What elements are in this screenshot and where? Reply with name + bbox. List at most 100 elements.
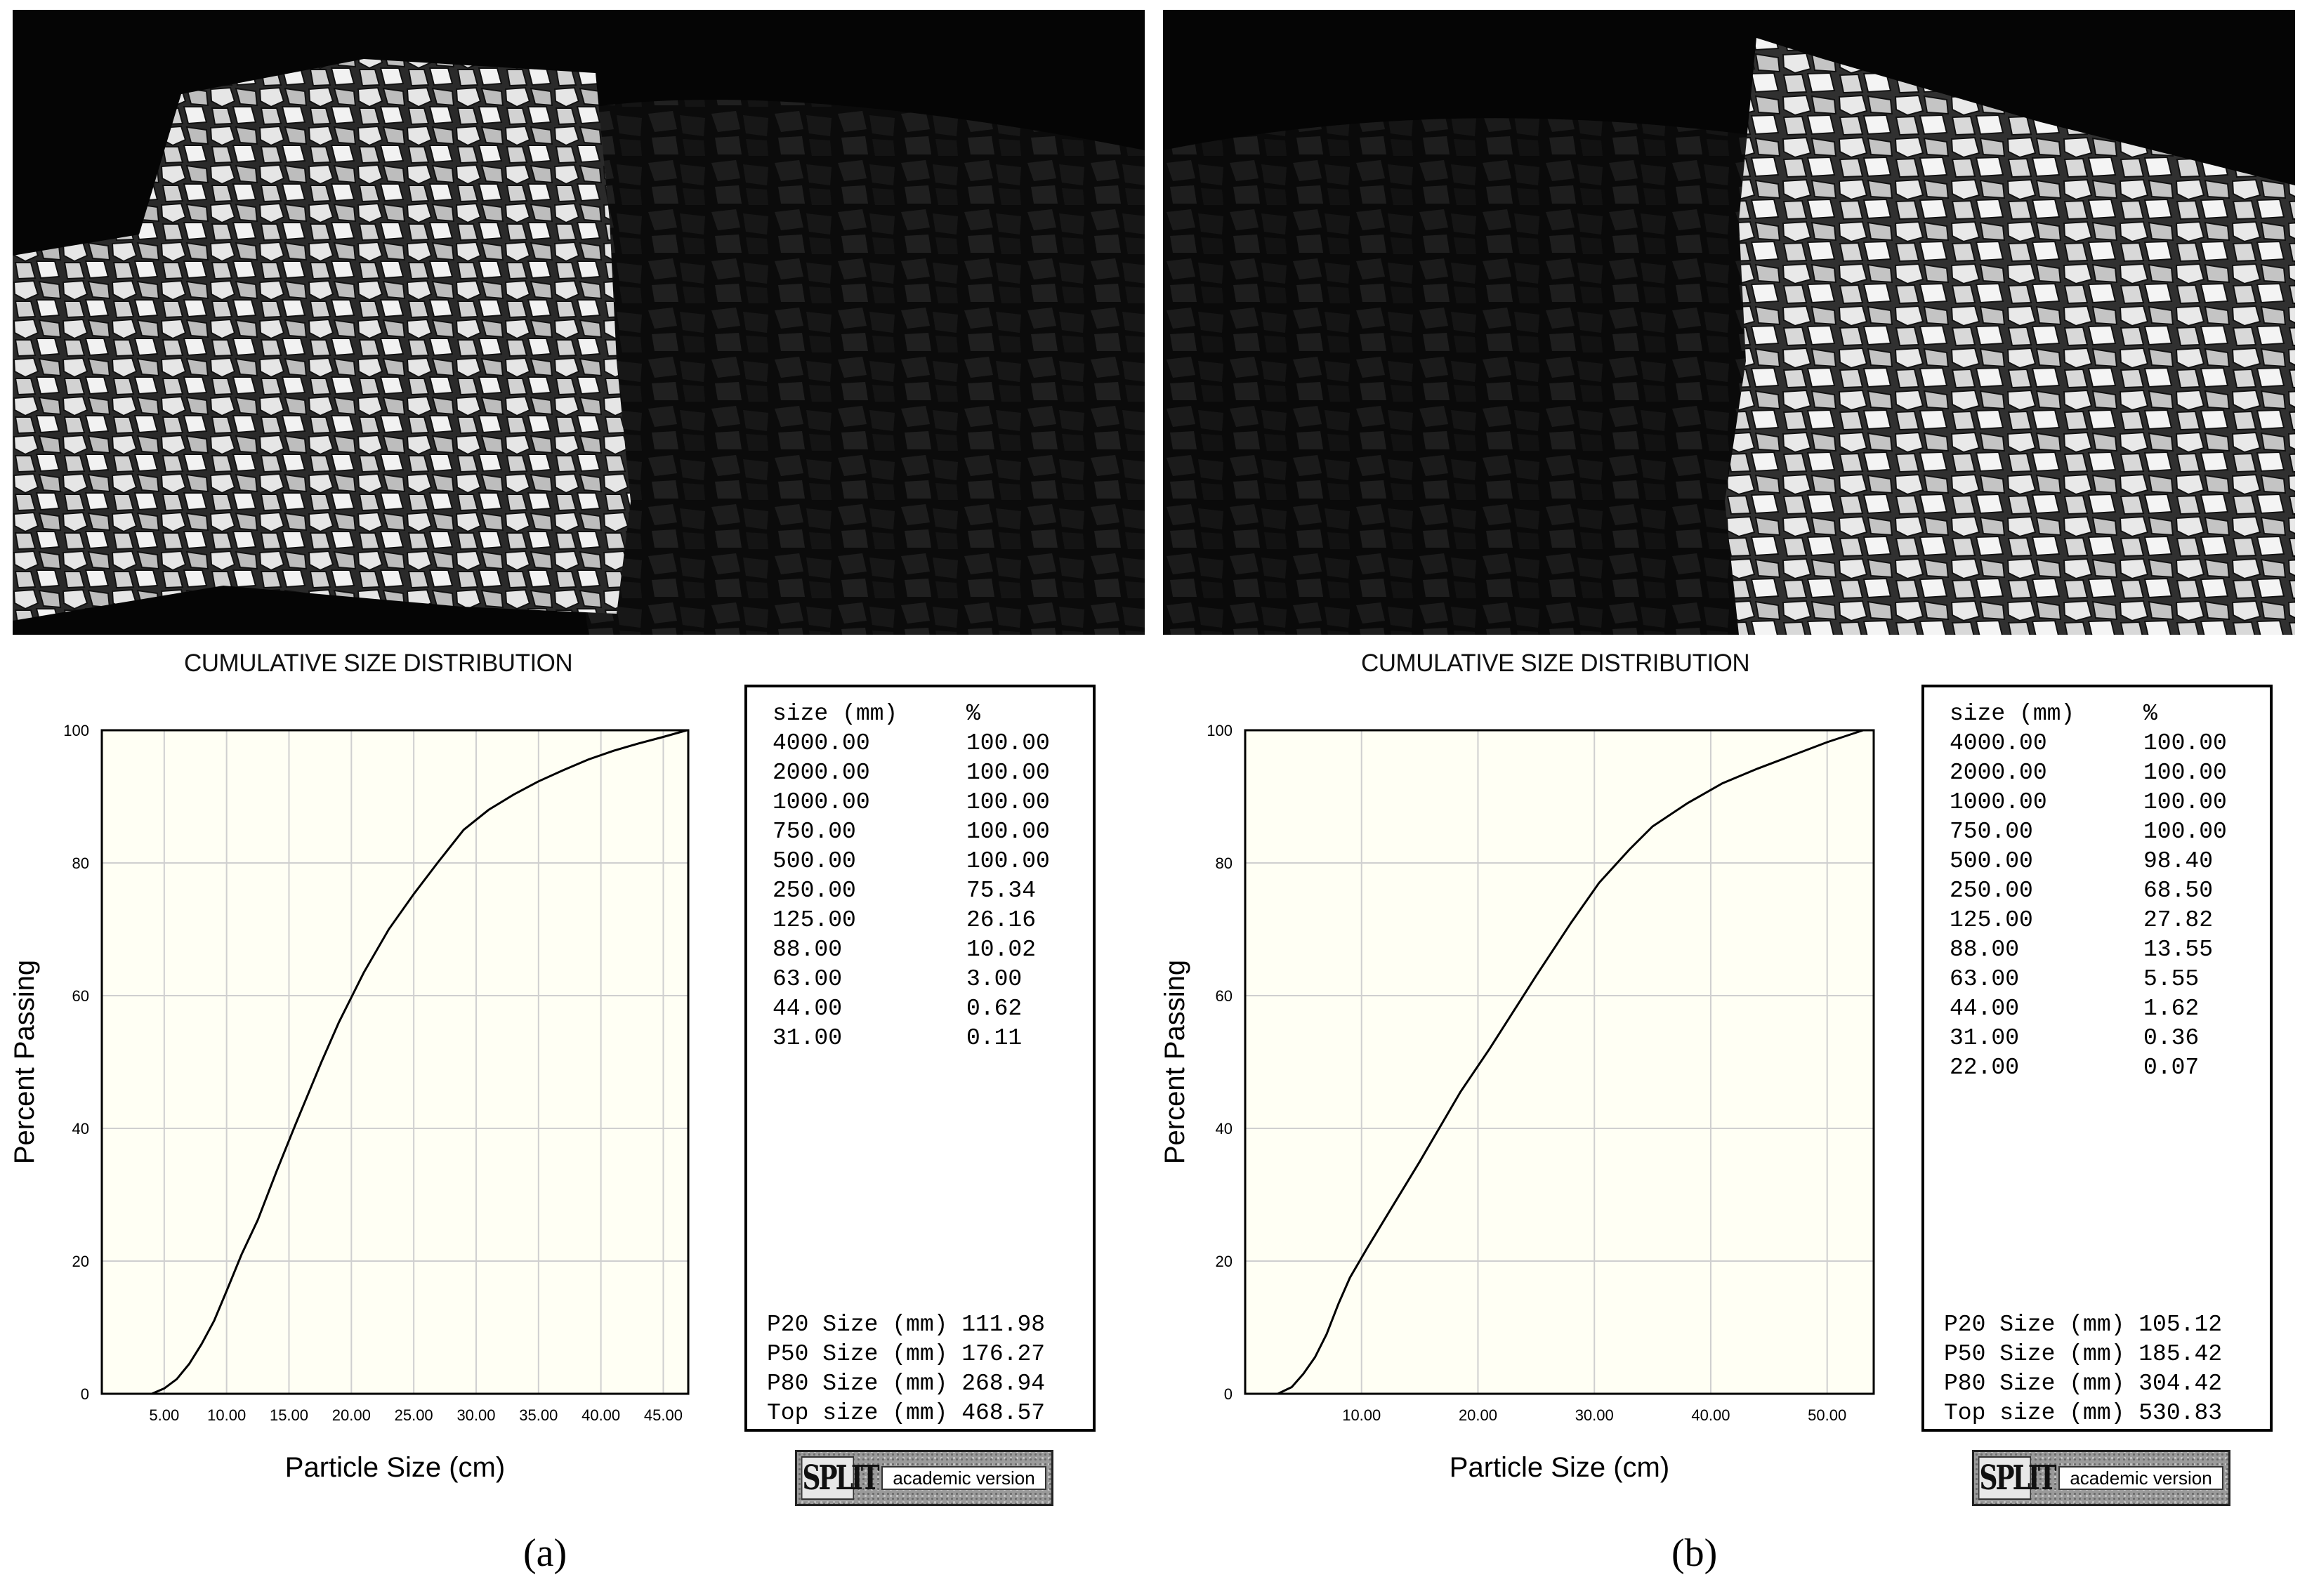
row-percent: 100.00 <box>966 760 1050 786</box>
row-percent: 100.00 <box>966 819 1050 845</box>
academic-version-tag: academic version <box>881 1466 1046 1490</box>
row-percent: 1.62 <box>2143 996 2200 1022</box>
chart-title: CUMULATIVE SIZE DISTRIBUTION <box>184 649 573 677</box>
y-tick-label: 60 <box>1216 987 1233 1005</box>
row-size: 750.00 <box>1950 819 2033 845</box>
split-brand: SPLIT <box>1978 1456 2057 1500</box>
row-percent: 75.34 <box>966 878 1037 904</box>
row-percent: 100.00 <box>966 789 1050 815</box>
y-tick-label: 40 <box>72 1120 89 1137</box>
row-percent: 5.55 <box>2143 966 2200 992</box>
split-brand: SPLIT <box>801 1456 880 1500</box>
y-tick-label: 0 <box>81 1385 89 1403</box>
table-row: 500.00 100.00 <box>773 848 1050 876</box>
table-row: 31.00 0.36 <box>1950 1024 2199 1053</box>
chart-title: CUMULATIVE SIZE DISTRIBUTION <box>1361 649 1750 677</box>
x-tick-label: 10.00 <box>207 1406 246 1424</box>
table-row: 22.00 0.07 <box>1950 1054 2199 1082</box>
panel-label: (b) <box>1671 1531 1718 1575</box>
table-row: 4000.00 100.00 <box>1950 730 2227 758</box>
y-tick-label: 80 <box>1216 855 1233 872</box>
split-logo: SPLIT academic version <box>1972 1450 2230 1506</box>
table-row: 2000.00 100.00 <box>1950 759 2227 787</box>
row-size: 31.00 <box>1950 1025 2020 1051</box>
table-row: 125.00 26.16 <box>773 906 1036 935</box>
plot-area <box>1244 729 1875 1395</box>
row-percent: 0.62 <box>966 996 1023 1022</box>
panel-label: (a) <box>523 1531 567 1575</box>
panel-a: CUMULATIVE SIZE DISTRIBUTION 5.00 10.00 15… <box>9 10 1145 1575</box>
row-size: 88.00 <box>773 937 843 963</box>
row-percent: 10.02 <box>966 937 1037 963</box>
table-row: 63.00 3.00 <box>773 965 1022 994</box>
row-size: 250.00 <box>1950 878 2033 904</box>
y-tick-label: 40 <box>1216 1120 1233 1137</box>
p80-size: P80 Size (mm) 304.42 <box>1944 1371 2223 1397</box>
size-table-b: size (mm)% 4000.00 100.00 2000.00 100.00 1… <box>1921 685 2273 1432</box>
x-tick-label: 15.00 <box>270 1406 308 1424</box>
row-size: 1000.00 <box>1950 789 2047 815</box>
x-tick-label: 40.00 <box>581 1406 620 1424</box>
y-tick-label: 20 <box>1216 1253 1233 1270</box>
y-tick-label: 60 <box>72 987 89 1005</box>
row-size: 44.00 <box>773 996 843 1022</box>
distribution-curve <box>1277 729 1864 1395</box>
x-tick-label: 30.00 <box>1575 1406 1614 1424</box>
row-percent: 98.40 <box>2143 848 2214 874</box>
row-size: 250.00 <box>773 878 856 904</box>
header-percent: % <box>966 701 980 727</box>
x-tick-label: 20.00 <box>332 1406 371 1424</box>
row-percent: 100.00 <box>2143 730 2227 756</box>
row-size: 500.00 <box>773 848 856 874</box>
rock-pile-photo-a <box>13 10 1145 635</box>
x-tick-label: 25.00 <box>395 1406 433 1424</box>
table-row: 750.00 100.00 <box>773 818 1050 846</box>
y-axis-label: Percent Passing <box>1159 960 1190 1164</box>
y-tick-label: 100 <box>63 722 89 739</box>
x-axis-label: Particle Size (cm) <box>1450 1452 1669 1483</box>
row-size: 1000.00 <box>773 789 870 815</box>
row-size: 125.00 <box>1950 907 2033 933</box>
row-size: 2000.00 <box>1950 760 2047 786</box>
row-percent: 13.55 <box>2143 937 2214 963</box>
x-tick-label: 50.00 <box>1808 1406 1846 1424</box>
plot-border <box>100 729 690 1395</box>
row-size: 2000.00 <box>773 760 870 786</box>
y-tick-label: 100 <box>1207 722 1233 739</box>
p50-size: P50 Size (mm) 185.42 <box>1944 1341 2223 1367</box>
row-size: 63.00 <box>773 966 843 992</box>
table-header: size (mm)% <box>773 700 980 728</box>
row-size: 125.00 <box>773 907 856 933</box>
row-size: 4000.00 <box>1950 730 2047 756</box>
row-size: 750.00 <box>773 819 856 845</box>
row-percent: 100.00 <box>966 730 1050 756</box>
p20-size: P20 Size (mm) 111.98 <box>767 1312 1046 1338</box>
header-size: size (mm) <box>773 701 898 727</box>
x-tick-label: 30.00 <box>456 1406 495 1424</box>
cumulative-size-chart-a: 5.00 10.00 15.00 20.00 25.00 30.00 35.00 40.00 4… <box>9 722 690 1483</box>
table-row: 4000.00 100.00 <box>773 730 1050 758</box>
x-tick-label: 45.00 <box>644 1406 683 1424</box>
row-percent: 100.00 <box>2143 819 2227 845</box>
p80-size: P80 Size (mm) 268.94 <box>767 1371 1046 1397</box>
top-size: Top size (mm) 468.57 <box>767 1400 1046 1426</box>
y-tick-label: 20 <box>72 1253 89 1270</box>
table-row: 125.00 27.82 <box>1950 906 2213 935</box>
x-tick-label: 35.00 <box>519 1406 558 1424</box>
cumulative-size-chart-b: 10.00 20.00 30.00 40.00 50.00 0 20 40 60 80 100 Par… <box>1159 722 1875 1483</box>
academic-version-tag: academic version <box>2058 1466 2223 1490</box>
y-tick-label: 80 <box>72 855 89 872</box>
p20-size: P20 Size (mm) 105.12 <box>1944 1312 2223 1338</box>
top-size: Top size (mm) 530.83 <box>1944 1400 2223 1426</box>
row-size: 500.00 <box>1950 848 2033 874</box>
p50-size: P50 Size (mm) 176.27 <box>767 1341 1046 1367</box>
plot-border <box>1244 729 1875 1395</box>
row-size: 63.00 <box>1950 966 2020 992</box>
x-tick-label: 5.00 <box>149 1406 179 1424</box>
row-percent: 100.00 <box>966 848 1050 874</box>
row-percent: 0.07 <box>2143 1055 2200 1081</box>
distribution-curve <box>151 729 688 1395</box>
table-row: 2000.00 100.00 <box>773 759 1050 787</box>
row-size: 4000.00 <box>773 730 870 756</box>
row-percent: 0.11 <box>966 1025 1023 1051</box>
